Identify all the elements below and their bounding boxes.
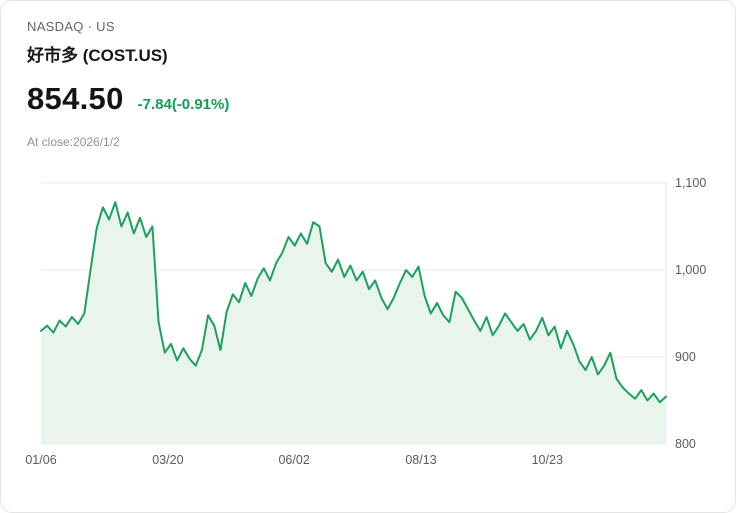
- price-chart-svg: [40, 182, 667, 445]
- price-change: -7.84(-0.91%): [137, 96, 230, 113]
- y-axis-tick: 800: [675, 437, 696, 451]
- as-of-label: At close:2026/1/2: [27, 135, 120, 149]
- y-axis-tick: 1,100: [675, 176, 707, 190]
- x-axis-tick: 01/06: [25, 453, 57, 467]
- price-row: 854.50 -7.84(-0.91%): [27, 81, 229, 117]
- last-price: 854.50: [27, 81, 124, 116]
- x-axis-tick: 03/20: [152, 453, 184, 467]
- price-chart[interactable]: 800 900 1,000 1,100 01/06 03/20 06/02 08/13 10/…: [25, 176, 706, 467]
- x-axis-tick: 08/13: [405, 453, 437, 467]
- x-axis-tick: 10/23: [531, 453, 563, 467]
- stock-name: 好市多 (COST.US): [27, 46, 168, 65]
- y-axis-tick: 1,000: [675, 263, 707, 277]
- exchange-label: NASDAQ · US: [27, 19, 115, 34]
- x-axis-tick: 06/02: [278, 453, 310, 467]
- y-axis-tick: 900: [675, 350, 696, 364]
